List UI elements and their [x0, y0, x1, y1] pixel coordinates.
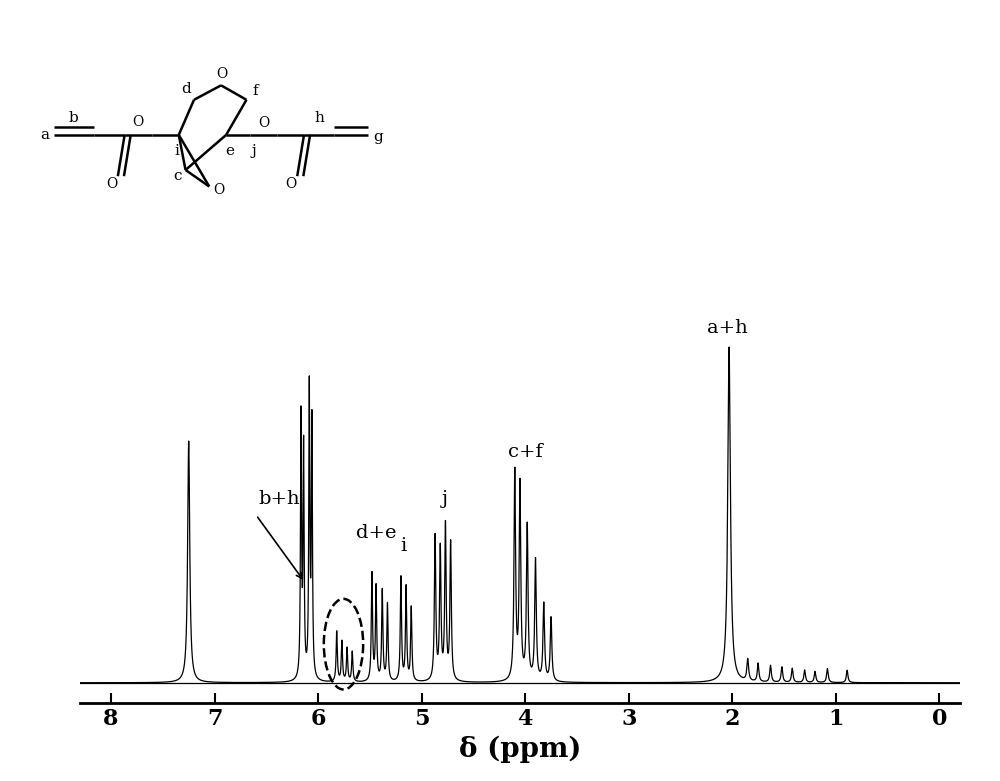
- Text: j: j: [441, 490, 447, 508]
- Text: j: j: [252, 144, 256, 158]
- Text: g: g: [373, 130, 383, 144]
- Text: O: O: [133, 115, 144, 129]
- X-axis label: δ (ppm): δ (ppm): [459, 736, 581, 763]
- Text: h: h: [314, 112, 324, 126]
- Text: c: c: [173, 169, 181, 184]
- Text: b+h: b+h: [258, 490, 300, 508]
- Text: f: f: [252, 84, 258, 98]
- Text: d: d: [182, 83, 191, 97]
- Text: e: e: [226, 144, 235, 158]
- Text: O: O: [258, 116, 269, 130]
- Text: d+e: d+e: [356, 524, 396, 542]
- Text: O: O: [213, 183, 224, 197]
- Text: a+h: a+h: [707, 319, 747, 337]
- Text: c+f: c+f: [508, 444, 543, 462]
- Text: b: b: [69, 111, 79, 124]
- Text: i: i: [400, 537, 406, 555]
- Text: O: O: [216, 67, 227, 80]
- Text: a: a: [41, 128, 50, 142]
- Text: O: O: [286, 177, 297, 191]
- Text: O: O: [106, 177, 117, 191]
- Text: i: i: [175, 144, 180, 158]
